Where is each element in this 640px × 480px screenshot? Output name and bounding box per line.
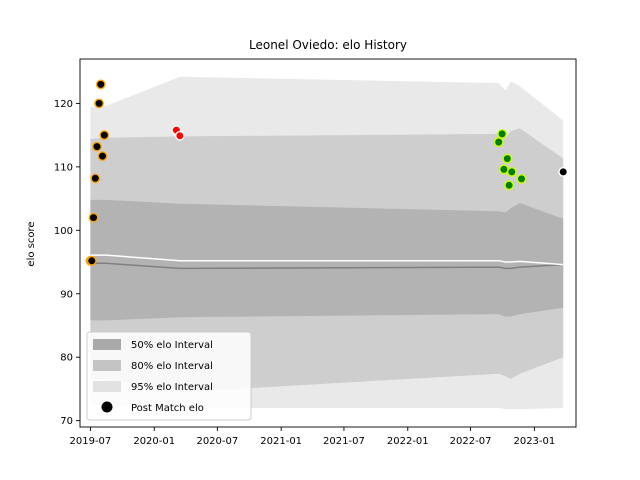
elo-point-6	[94, 98, 105, 109]
y-tick-label: 120	[54, 99, 73, 110]
legend-label: Post Match elo	[131, 403, 204, 414]
x-tick-label: 2022-07	[450, 436, 492, 447]
y-tick-label: 110	[54, 162, 73, 173]
elo-point-18	[516, 173, 527, 184]
legend-label: 95% elo Interval	[131, 382, 213, 393]
elo-point-11	[174, 130, 185, 141]
y-axis-title: elo score	[26, 221, 37, 266]
x-tick-label: 2020-01	[133, 436, 175, 447]
elo-point-19	[558, 166, 569, 177]
elo-point-9	[99, 130, 110, 141]
legend: 50% elo Interval 80% elo Interval 95% elo …	[86, 331, 252, 421]
elo-point-14	[498, 164, 509, 175]
axes: 70 80 90 100 110 120 2019-07 2020-01 2020-07 2021…	[54, 58, 577, 447]
legend-swatch	[93, 339, 121, 350]
x-tick-label: 2020-07	[196, 436, 238, 447]
elo-point-16	[504, 180, 514, 191]
axes-frame	[79, 58, 577, 428]
legend-box	[86, 331, 252, 421]
x-tick-label: 2023-01	[513, 436, 555, 447]
y-tick-label: 90	[60, 289, 73, 300]
elo-point-2	[86, 255, 97, 266]
elo-point-4	[90, 173, 101, 184]
mean-elo-line	[90, 254, 564, 266]
elo-point-8	[97, 151, 108, 162]
x-tick-label: 2021-07	[323, 436, 365, 447]
legend-label: 50% elo Interval	[131, 340, 213, 351]
elo-point-3	[88, 212, 99, 223]
elo-point-15	[502, 153, 513, 164]
chart-title: Leonel Oviedo: elo History	[249, 38, 407, 52]
x-tick-label: 2019-07	[70, 436, 112, 447]
legend-label: 80% elo Interval	[131, 361, 213, 372]
elo-point-7	[95, 79, 106, 90]
x-tick-label: 2022-01	[387, 436, 429, 447]
x-tick-label: 2021-01	[260, 436, 302, 447]
elo-point-13	[497, 128, 507, 139]
plot-area	[85, 76, 569, 410]
y-tick-label: 70	[60, 416, 73, 427]
legend-swatch	[93, 381, 121, 392]
elo-point-5	[92, 141, 102, 152]
elo-point-12	[493, 137, 504, 148]
median-elo-line	[90, 262, 564, 270]
legend-marker	[101, 401, 113, 413]
y-tick-label: 80	[60, 353, 73, 364]
legend-swatch	[93, 360, 121, 371]
y-tick-label: 100	[54, 226, 73, 237]
elo-point-17	[506, 166, 517, 177]
